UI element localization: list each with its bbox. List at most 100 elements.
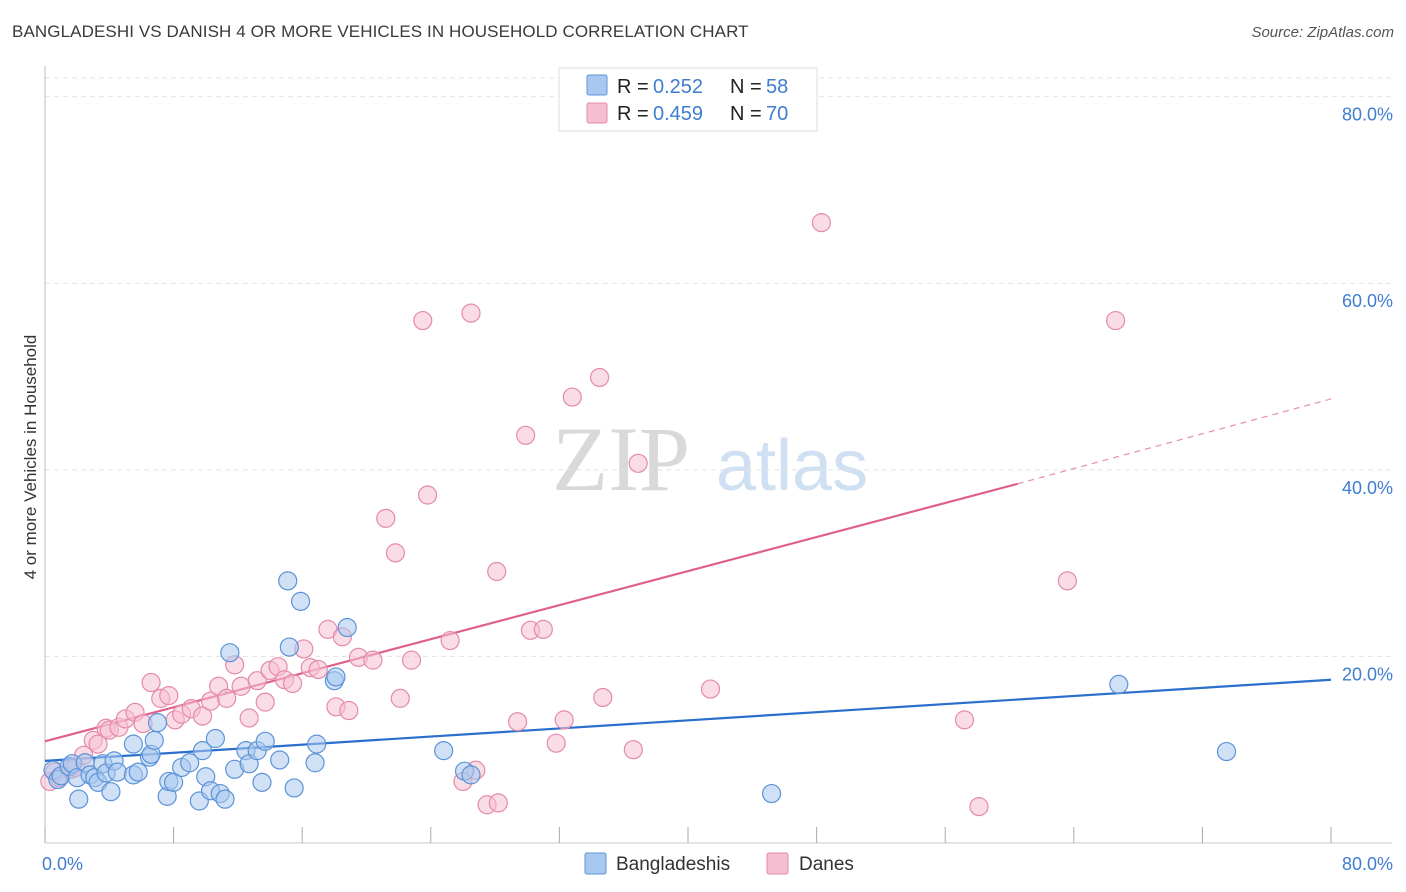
legend-r-value-danes: 0.459 [653, 103, 703, 125]
data-point-danes [192, 706, 213, 726]
data-point-bangladeshis [305, 753, 325, 773]
data-point-bangladeshis [279, 637, 299, 657]
data-point-danes [954, 710, 975, 730]
data-point-danes [385, 543, 406, 563]
data-point-danes [255, 692, 275, 712]
data-point-bangladeshis [461, 765, 481, 785]
data-point-danes [417, 485, 438, 505]
data-point-bangladeshis [337, 617, 357, 638]
data-point-bangladeshis [434, 741, 454, 761]
series-legend: Bangladeshis Danes [584, 852, 854, 875]
data-point-danes [461, 303, 481, 323]
data-point-danes [247, 671, 267, 691]
data-point-danes [554, 710, 574, 730]
data-point-bangladeshis [761, 783, 782, 804]
x-tick-label-left: 0.0% [42, 854, 83, 874]
data-point-danes [488, 793, 508, 813]
data-point-bangladeshis [278, 571, 298, 591]
stats-legend: R = 0.252 N = 58 R = 0.459 N = 70 [558, 67, 818, 132]
series-legend-swatch-danes [766, 852, 789, 875]
data-point-bangladeshis [101, 782, 121, 802]
watermark-zip: ZIP [552, 408, 690, 510]
legend-r-label-danes: R = [617, 103, 649, 125]
trend-line-extension-danes [1017, 398, 1332, 485]
data-point-danes [811, 213, 832, 233]
data-point-bangladeshis [290, 591, 311, 611]
data-point-danes [440, 630, 460, 651]
legend-r-value-bangladeshis: 0.252 [653, 76, 703, 98]
legend-n-label-danes: N = [730, 103, 762, 125]
source-note: Source: ZipAtlas.com [1251, 24, 1394, 41]
data-point-danes [88, 734, 108, 754]
axis-layer: 20.0% 40.0% 60.0% 80.0% 0.0% 80.0% [42, 66, 1393, 874]
data-point-bangladeshis [164, 772, 184, 792]
data-point-danes [516, 425, 536, 445]
data-point-danes [1105, 310, 1126, 331]
y-tick-label: 20.0% [1342, 664, 1393, 684]
data-point-danes [363, 650, 383, 670]
y-tick-label: 40.0% [1342, 478, 1393, 498]
data-point-bangladeshis [1216, 741, 1237, 762]
x-tick-label-right: 80.0% [1342, 854, 1393, 874]
data-point-bangladeshis [180, 753, 200, 773]
data-point-bangladeshis [284, 778, 304, 798]
data-point-danes [546, 733, 566, 753]
data-point-bangladeshis [107, 762, 127, 782]
data-point-danes [376, 508, 396, 528]
y-axis-label: 4 or more Vehicles in Household [21, 335, 40, 580]
data-point-danes [533, 619, 553, 639]
data-point-bangladeshis [147, 713, 168, 733]
data-point-danes [282, 673, 303, 694]
legend-r-label-bangladeshis: R = [617, 76, 649, 98]
chart-title: BANGLADESHI VS DANISH 4 OR MORE VEHICLES… [12, 22, 749, 41]
legend-n-value-danes: 70 [766, 103, 788, 125]
series-legend-label-danes: Danes [799, 854, 854, 875]
data-point-danes [589, 367, 610, 388]
data-point-danes [239, 708, 259, 728]
data-point-bangladeshis [326, 667, 346, 687]
points-layer [40, 213, 1237, 817]
data-point-bangladeshis [205, 728, 225, 749]
y-tick-label: 60.0% [1342, 291, 1393, 311]
data-point-bangladeshis [128, 762, 148, 782]
data-point-danes [623, 740, 643, 760]
data-point-danes [1057, 571, 1077, 591]
watermark-atlas: atlas [716, 426, 868, 506]
data-point-danes [141, 672, 161, 693]
data-point-bangladeshis [270, 750, 290, 770]
data-point-bangladeshis [192, 741, 213, 761]
legend-swatch-bangladeshis [586, 74, 608, 96]
data-point-danes [487, 561, 507, 582]
data-point-danes [401, 650, 422, 670]
data-point-bangladeshis [252, 772, 272, 792]
data-point-danes [969, 797, 989, 817]
data-point-bangladeshis [215, 789, 235, 809]
series-legend-swatch-bangladeshis [584, 852, 607, 875]
data-point-danes [231, 676, 251, 696]
series-legend-label-bangladeshis: Bangladeshis [616, 854, 730, 875]
data-point-danes [562, 387, 582, 407]
data-point-danes [508, 712, 528, 732]
legend-n-label-bangladeshis: N = [730, 76, 762, 98]
data-point-danes [390, 688, 410, 708]
data-point-bangladeshis [255, 731, 275, 751]
data-point-bangladeshis [144, 730, 164, 750]
y-tick-label: 80.0% [1342, 105, 1393, 125]
legend-n-value-bangladeshis: 58 [766, 76, 788, 98]
legend-swatch-danes [586, 102, 608, 124]
data-point-danes [593, 687, 613, 708]
data-point-danes [308, 659, 328, 680]
data-point-bangladeshis [307, 734, 327, 754]
data-point-danes [339, 700, 359, 721]
data-point-danes [413, 310, 433, 331]
data-point-bangladeshis [1109, 674, 1129, 695]
data-point-bangladeshis [123, 734, 144, 754]
data-point-danes [217, 688, 237, 708]
data-point-danes [159, 685, 179, 706]
grid-layer [45, 77, 1392, 657]
data-point-danes [700, 679, 721, 699]
data-point-bangladeshis [220, 643, 240, 663]
data-point-danes [628, 453, 648, 473]
data-point-bangladeshis [69, 789, 89, 809]
